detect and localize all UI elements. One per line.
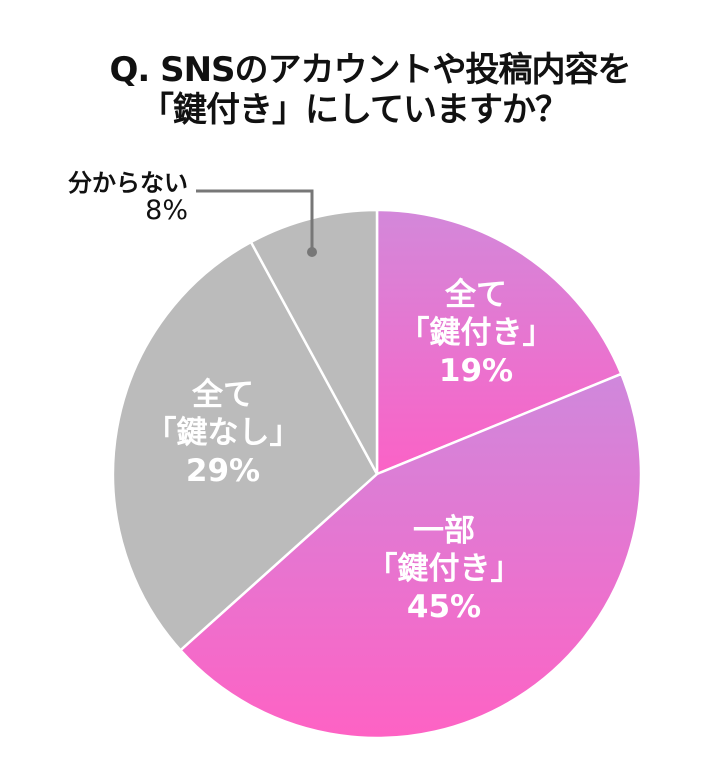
label-line: 全て xyxy=(445,277,507,313)
slice-label-partially-locked: 一部 「鍵付き」 45% xyxy=(354,512,534,626)
label-line: 「鍵付き」 xyxy=(398,315,554,351)
label-line: 分からない xyxy=(68,169,188,197)
slice-no-lock xyxy=(111,240,379,652)
pie-slices xyxy=(111,208,643,740)
label-line: 全て xyxy=(192,377,254,413)
slice-all-locked xyxy=(375,208,623,476)
label-value: 19% xyxy=(438,353,514,389)
slice-partially-locked xyxy=(179,372,643,740)
chart-title-line2: 「鍵付き」にしていますか？ xyxy=(140,90,569,130)
label-value: 45% xyxy=(406,589,482,625)
slice-label-no-lock: 全て 「鍵なし」 29% xyxy=(128,376,318,490)
label-line: 一部 xyxy=(413,513,475,549)
chart-title-line1: Q. SNSのアカウントや投稿内容を xyxy=(109,50,631,90)
label-value: 29% xyxy=(185,453,261,489)
slice-label-all-locked: 全て 「鍵付き」 19% xyxy=(396,276,556,390)
leader-line xyxy=(196,189,317,257)
label-line: 「鍵付き」 xyxy=(366,551,522,587)
label-value: 8% xyxy=(145,195,188,226)
slice-label-dont-know: 分からない 8% xyxy=(20,169,188,226)
label-line: 「鍵なし」 xyxy=(145,415,301,451)
